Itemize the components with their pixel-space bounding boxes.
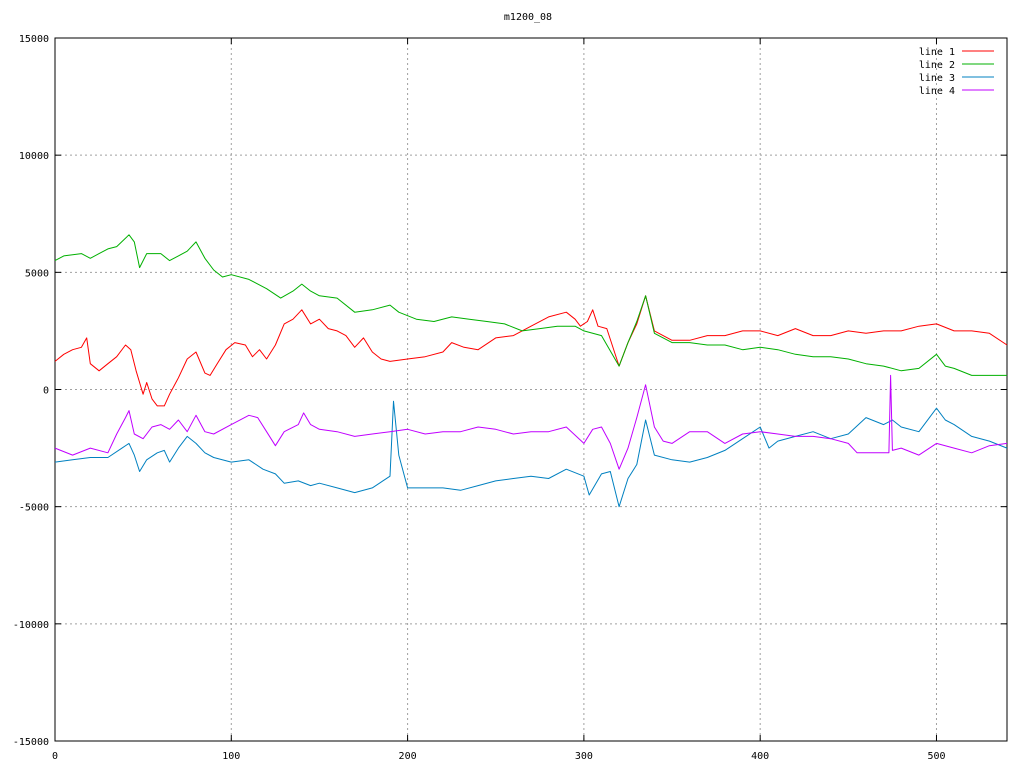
x-tick-label: 100 — [222, 751, 240, 762]
series-line-1 — [54, 295, 1008, 407]
x-tick-label: 300 — [575, 751, 593, 762]
y-axis-tick-labels: -15000 -10000 -5000 0 5000 10000 15000 — [13, 34, 49, 748]
y-tick-label: -5000 — [19, 503, 49, 514]
series-line-4 — [54, 374, 1008, 470]
x-axis-tick-labels: 0 100 200 300 400 500 — [52, 751, 946, 762]
legend-label: line 4 — [919, 86, 955, 97]
legend-label: line 3 — [919, 73, 955, 84]
x-tick-label: 400 — [751, 751, 769, 762]
x-tick-label: 0 — [52, 751, 58, 762]
axis-ticks — [54, 37, 1007, 742]
grid-lines — [55, 38, 1007, 741]
x-tick-label: 500 — [927, 751, 945, 762]
y-tick-label: 15000 — [19, 34, 49, 45]
legend: line 1 line 2 line 3 line 4 — [919, 47, 994, 97]
series-lines — [54, 234, 1008, 508]
y-tick-label: -10000 — [13, 620, 49, 631]
y-tick-label: 10000 — [19, 151, 49, 162]
y-tick-label: -15000 — [13, 737, 49, 748]
y-tick-label: 0 — [43, 386, 49, 397]
series-line-3 — [54, 400, 1008, 508]
series-line-2 — [54, 234, 1007, 376]
legend-label: line 2 — [919, 60, 955, 71]
chart-title: m1200_08 — [504, 12, 552, 23]
y-tick-label: 5000 — [25, 268, 49, 279]
legend-label: line 1 — [919, 47, 955, 58]
x-tick-label: 200 — [399, 751, 417, 762]
